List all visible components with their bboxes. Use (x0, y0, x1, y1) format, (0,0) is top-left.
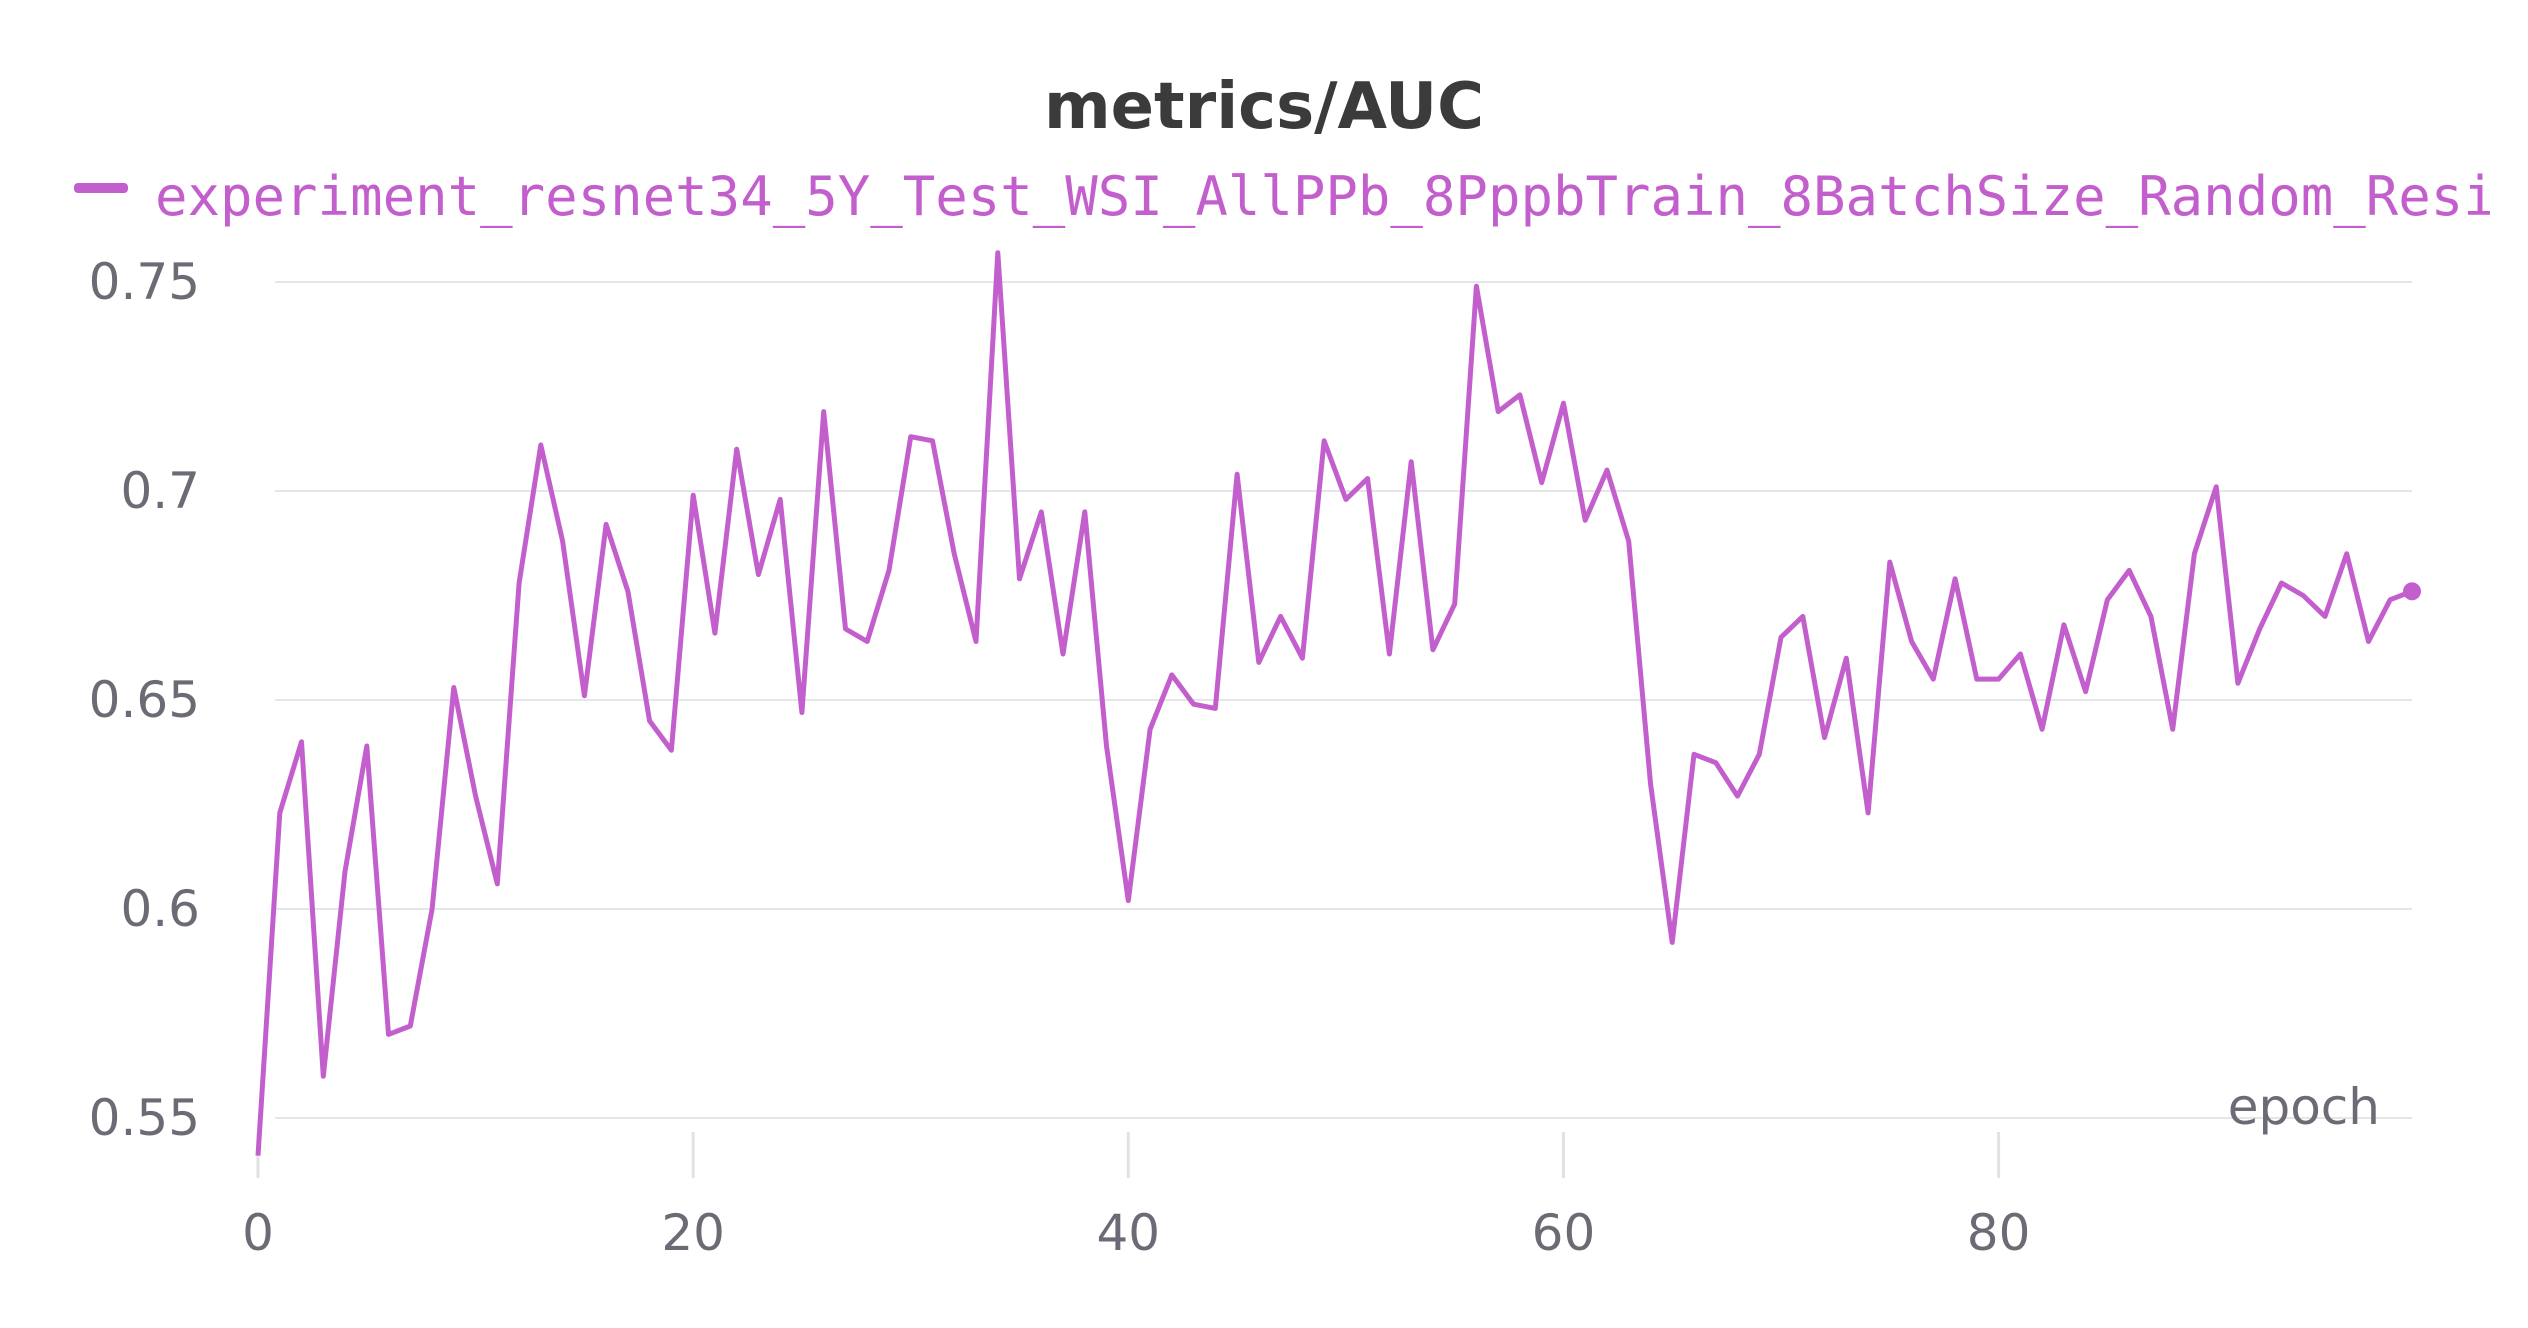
y-tick-label: 0.75 (89, 253, 200, 311)
plot-area[interactable] (255, 250, 2421, 1156)
series-endpoint-marker[interactable] (2403, 582, 2421, 601)
legend-swatch (74, 183, 128, 193)
y-tick-label: 0.6 (120, 880, 200, 938)
legend[interactable]: experiment_resnet34_5Y_Test_WSI_AllPPb_8… (74, 165, 2496, 228)
x-tick-label: 40 (1096, 1204, 1160, 1262)
chart-title: metrics/AUC (1044, 70, 1484, 144)
y-axis-ticks: 0.55 0.6 0.65 0.7 0.75 (89, 253, 200, 1147)
x-tick-label: 0 (242, 1204, 274, 1262)
gridlines (275, 281, 2412, 1119)
x-tick-label: 80 (1967, 1204, 2031, 1262)
x-tick-label: 60 (1532, 1204, 1596, 1262)
x-axis-ticks: 0 20 40 60 80 (242, 1132, 2030, 1262)
y-tick-label: 0.55 (89, 1089, 200, 1147)
y-tick-label: 0.7 (120, 462, 200, 520)
legend-series-label: experiment_resnet34_5Y_Test_WSI_AllPPb_8… (155, 165, 2496, 228)
series-line[interactable] (255, 250, 2413, 1156)
x-axis-label: epoch (2228, 1078, 2380, 1136)
y-tick-label: 0.65 (89, 671, 200, 729)
x-tick-label: 20 (661, 1204, 725, 1262)
